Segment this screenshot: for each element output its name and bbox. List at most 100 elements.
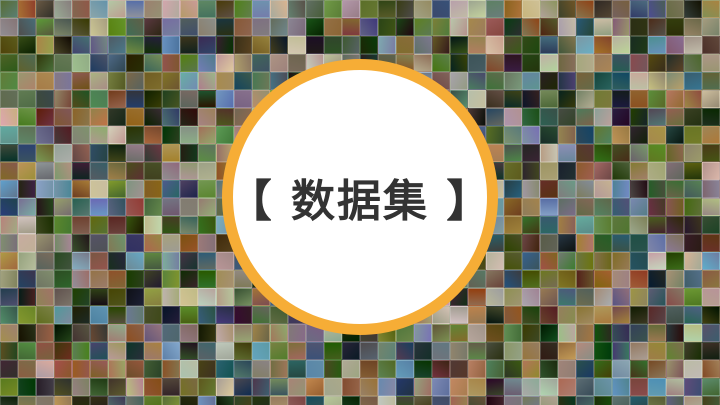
mosaic-tile	[522, 216, 540, 234]
mosaic-tile	[486, 342, 504, 360]
mosaic-tile	[540, 306, 558, 324]
mosaic-tile	[414, 342, 432, 360]
mosaic-tile	[486, 72, 504, 90]
mosaic-tile	[108, 144, 126, 162]
mosaic-tile	[54, 90, 72, 108]
mosaic-tile	[486, 360, 504, 378]
mosaic-tile	[414, 54, 432, 72]
mosaic-tile	[666, 288, 684, 306]
mosaic-tile	[504, 306, 522, 324]
mosaic-tile	[306, 396, 324, 405]
mosaic-tile	[0, 198, 18, 216]
mosaic-tile	[612, 270, 630, 288]
mosaic-tile	[630, 126, 648, 144]
mosaic-tile	[180, 306, 198, 324]
mosaic-tile	[648, 54, 666, 72]
mosaic-tile	[630, 306, 648, 324]
mosaic-tile	[612, 72, 630, 90]
mosaic-tile	[630, 216, 648, 234]
mosaic-tile	[540, 288, 558, 306]
mosaic-tile	[288, 324, 306, 342]
mosaic-tile	[558, 270, 576, 288]
mosaic-tile	[198, 144, 216, 162]
mosaic-tile	[324, 0, 342, 18]
mosaic-tile	[180, 396, 198, 405]
mosaic-tile	[54, 252, 72, 270]
mosaic-tile	[216, 126, 234, 144]
mosaic-tile	[36, 396, 54, 405]
mosaic-tile	[162, 288, 180, 306]
mosaic-tile	[72, 288, 90, 306]
mosaic-tile	[594, 342, 612, 360]
mosaic-tile	[648, 126, 666, 144]
mosaic-tile	[180, 378, 198, 396]
mosaic-tile	[18, 108, 36, 126]
mosaic-tile	[72, 378, 90, 396]
mosaic-tile	[504, 18, 522, 36]
mosaic-tile	[180, 216, 198, 234]
mosaic-tile	[576, 396, 594, 405]
mosaic-tile	[702, 90, 720, 108]
mosaic-tile	[360, 378, 378, 396]
mosaic-tile	[54, 108, 72, 126]
mosaic-tile	[72, 144, 90, 162]
mosaic-tile	[0, 216, 18, 234]
mosaic-tile	[162, 216, 180, 234]
mosaic-tile	[18, 270, 36, 288]
mosaic-tile	[36, 180, 54, 198]
mosaic-tile	[180, 0, 198, 18]
mosaic-tile	[0, 180, 18, 198]
mosaic-tile	[144, 108, 162, 126]
mosaic-tile	[18, 378, 36, 396]
mosaic-tile	[504, 36, 522, 54]
mosaic-tile	[126, 108, 144, 126]
mosaic-tile	[324, 396, 342, 405]
mosaic-tile	[504, 396, 522, 405]
mosaic-tile	[540, 126, 558, 144]
mosaic-tile	[216, 360, 234, 378]
mosaic-tile	[0, 90, 18, 108]
mosaic-tile	[486, 54, 504, 72]
mosaic-tile	[684, 0, 702, 18]
mosaic-tile	[558, 180, 576, 198]
mosaic-tile	[108, 234, 126, 252]
mosaic-tile	[90, 306, 108, 324]
mosaic-tile	[558, 216, 576, 234]
mosaic-tile	[396, 360, 414, 378]
mosaic-tile	[162, 342, 180, 360]
mosaic-tile	[630, 288, 648, 306]
mosaic-tile	[558, 252, 576, 270]
mosaic-tile	[648, 18, 666, 36]
mosaic-tile	[126, 126, 144, 144]
mosaic-tile	[216, 306, 234, 324]
mosaic-tile	[396, 342, 414, 360]
mosaic-tile	[702, 36, 720, 54]
mosaic-tile	[162, 18, 180, 36]
mosaic-tile	[234, 360, 252, 378]
mosaic-tile	[666, 180, 684, 198]
mosaic-tile	[180, 144, 198, 162]
mosaic-tile	[144, 342, 162, 360]
mosaic-tile	[252, 0, 270, 18]
mosaic-tile	[594, 234, 612, 252]
mosaic-tile	[522, 324, 540, 342]
mosaic-tile	[108, 180, 126, 198]
mosaic-tile	[486, 126, 504, 144]
mosaic-tile	[486, 108, 504, 126]
mosaic-tile	[36, 18, 54, 36]
mosaic-tile	[576, 198, 594, 216]
mosaic-tile	[558, 360, 576, 378]
mosaic-tile	[522, 144, 540, 162]
mosaic-tile	[378, 396, 396, 405]
mosaic-tile	[684, 36, 702, 54]
mosaic-tile	[216, 396, 234, 405]
mosaic-tile	[504, 72, 522, 90]
mosaic-tile	[144, 216, 162, 234]
mosaic-tile	[486, 0, 504, 18]
mosaic-tile	[18, 126, 36, 144]
mosaic-tile	[540, 0, 558, 18]
mosaic-tile	[576, 126, 594, 144]
mosaic-tile	[504, 378, 522, 396]
